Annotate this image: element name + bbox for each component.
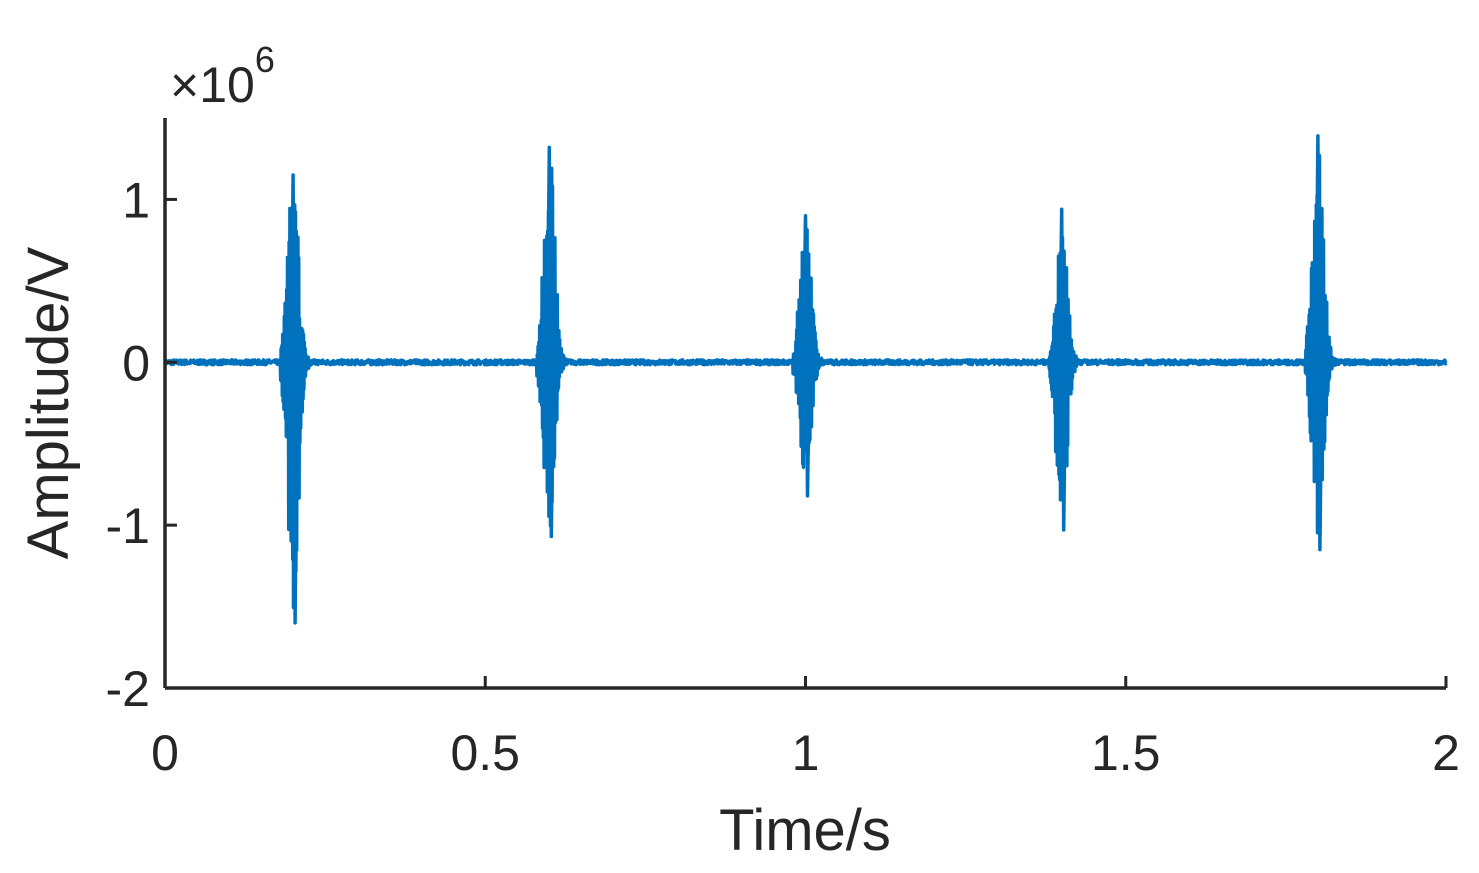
y-tick-label: -2 [106, 661, 150, 717]
y-tick-label: -1 [106, 498, 150, 554]
burst-peak [801, 213, 812, 498]
y-tick-label: 1 [122, 172, 150, 228]
x-tick-label: 0 [151, 725, 179, 781]
y-ticks: -2 -1 0 1 [106, 172, 177, 717]
x-ticks: 0 0.5 1 1.5 2 [151, 676, 1460, 781]
y-axis-label: Amplitude/V [16, 246, 81, 559]
burst-peak [1057, 207, 1068, 532]
x-tick-label: 1 [792, 725, 820, 781]
burst-peak [1314, 134, 1324, 552]
y-exponent-power: 6 [255, 39, 275, 80]
y-tick-label: 0 [122, 335, 150, 391]
x-tick-label: 1.5 [1091, 725, 1161, 781]
x-tick-label: 0.5 [450, 725, 520, 781]
y-exponent-base: ×10 [170, 57, 255, 113]
plot-area [163, 134, 1448, 625]
burst-peak [545, 145, 556, 539]
x-axis-label: Time/s [719, 798, 891, 863]
burst-peak [289, 173, 299, 625]
y-exponent-label: ×106 [170, 39, 275, 113]
x-tick-label: 2 [1432, 725, 1460, 781]
